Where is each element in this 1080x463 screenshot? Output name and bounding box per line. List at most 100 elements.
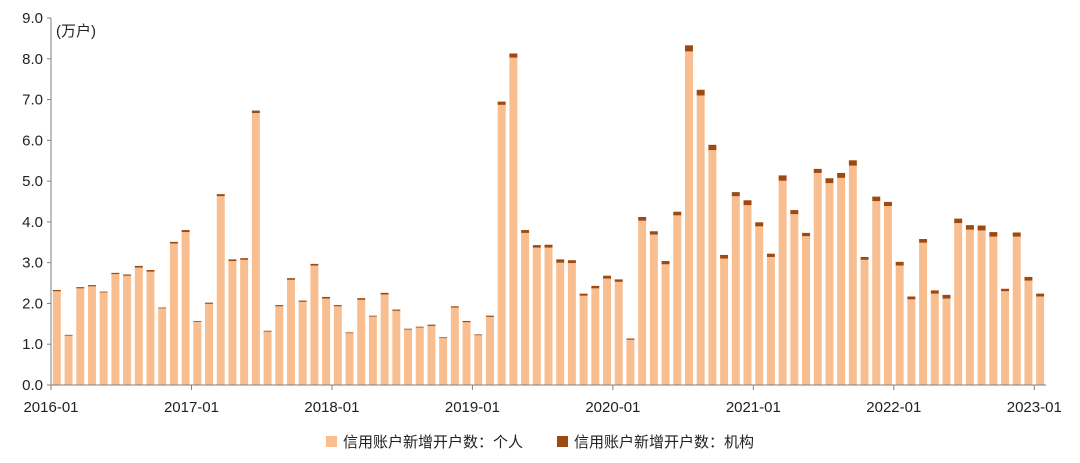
bar-institution: [626, 338, 635, 340]
bar-institution: [439, 337, 448, 339]
bar-institution: [1012, 232, 1021, 237]
y-tick-label: 3.0: [22, 255, 43, 272]
legend-swatch-institution: [557, 436, 568, 447]
bar-institution: [146, 270, 155, 272]
x-tick-label: 2017-01: [164, 399, 219, 416]
bar-individual: [766, 256, 775, 385]
bar-individual: [64, 335, 73, 385]
x-tick-label: 2021-01: [726, 399, 781, 416]
bar-individual: [872, 201, 881, 385]
bar-individual: [989, 236, 998, 385]
bar-individual: [368, 316, 377, 385]
bar-individual: [415, 327, 424, 385]
bar-individual: [158, 308, 167, 385]
bar-individual: [474, 335, 483, 385]
bar-individual: [790, 214, 799, 385]
bar-institution: [942, 294, 951, 299]
bar-institution: [205, 302, 214, 304]
bar-institution: [87, 285, 96, 287]
bar-individual: [942, 298, 951, 385]
bar-individual: [919, 242, 928, 385]
bar-individual: [802, 236, 811, 385]
bar-individual: [509, 57, 518, 385]
bar-institution: [848, 160, 857, 166]
bar-individual: [837, 177, 846, 385]
bar-institution: [813, 168, 822, 173]
bar-institution: [357, 298, 366, 300]
bar-individual: [427, 325, 436, 385]
bar-individual: [275, 306, 284, 385]
bar-institution: [1024, 276, 1033, 281]
bar-institution: [591, 285, 600, 289]
bar-institution: [977, 225, 986, 231]
bar-individual: [907, 299, 916, 385]
bar-institution: [907, 296, 916, 300]
bar-institution: [825, 178, 834, 184]
bar-institution: [661, 261, 670, 265]
bar-institution: [883, 201, 892, 206]
bar-individual: [684, 51, 693, 386]
legend-item-individual: 信用账户新增开户数：个人: [325, 431, 523, 452]
y-axis: 0.0 1.0 2.0 3.0 4.0 5.0 6.0 7.0 8.0 9.0: [22, 10, 52, 394]
bar-individual: [1001, 291, 1010, 385]
bar-individual: [649, 234, 658, 385]
bar-institution: [731, 192, 740, 197]
x-tick-label: 2019-01: [445, 399, 500, 416]
bar-individual: [228, 261, 237, 385]
legend: 信用账户新增开户数：个人 信用账户新增开户数：机构: [0, 431, 1080, 452]
bar-institution: [684, 45, 693, 52]
bar-individual: [755, 226, 764, 385]
bar-institution: [450, 306, 459, 308]
bar-individual: [579, 295, 588, 385]
bar-institution: [485, 315, 494, 317]
bar-individual: [556, 262, 565, 385]
x-axis: 2016-01 2017-01 2018-01 2019-01 2020-01 2021-…: [23, 384, 1062, 416]
y-tick-label: 4.0: [22, 214, 43, 231]
bar-institution: [614, 279, 623, 282]
bar-individual: [965, 229, 974, 385]
bar-individual: [345, 333, 354, 385]
bar-individual: [52, 291, 61, 385]
bar-institution: [76, 287, 85, 289]
bar-institution: [802, 232, 811, 237]
y-tick-label: 9.0: [22, 10, 43, 27]
bar-institution: [930, 290, 939, 294]
bar-institution: [965, 225, 974, 230]
bar-institution: [322, 296, 331, 299]
bar-institution: [298, 300, 307, 302]
bar-individual: [146, 271, 155, 385]
bar-institution: [64, 334, 73, 336]
bar-individual: [497, 104, 506, 386]
bar-individual: [322, 298, 331, 385]
bar-institution: [392, 309, 401, 311]
x-tick-label: 2023-01: [1007, 399, 1062, 416]
x-tick-label: 2018-01: [304, 399, 359, 416]
bar-institution: [111, 272, 120, 275]
bar-individual: [298, 301, 307, 385]
bar-institution: [696, 89, 705, 96]
bar-individual: [930, 293, 939, 385]
bar-individual: [720, 258, 729, 385]
bar-institution: [275, 305, 284, 307]
bar-institution: [1001, 288, 1010, 292]
bar-individual: [614, 281, 623, 385]
bar-institution: [251, 110, 260, 114]
bar-individual: [450, 307, 459, 385]
bar-individual: [205, 303, 214, 385]
bar-institution: [286, 278, 295, 280]
bar-institution: [638, 216, 647, 221]
bar-institution: [123, 274, 132, 276]
legend-swatch-individual: [325, 436, 337, 447]
bar-individual: [76, 288, 85, 385]
bar-individual: [521, 232, 530, 385]
bar-institution: [228, 259, 237, 262]
bar-individual: [333, 306, 342, 385]
bar-institution: [368, 315, 377, 317]
bar-individual: [743, 205, 752, 385]
bars-group: [52, 45, 1045, 386]
bar-institution: [193, 320, 202, 322]
bar-institution: [919, 239, 928, 243]
bar-institution: [134, 265, 143, 268]
bar-individual: [708, 150, 717, 385]
bar-individual: [1024, 280, 1033, 385]
